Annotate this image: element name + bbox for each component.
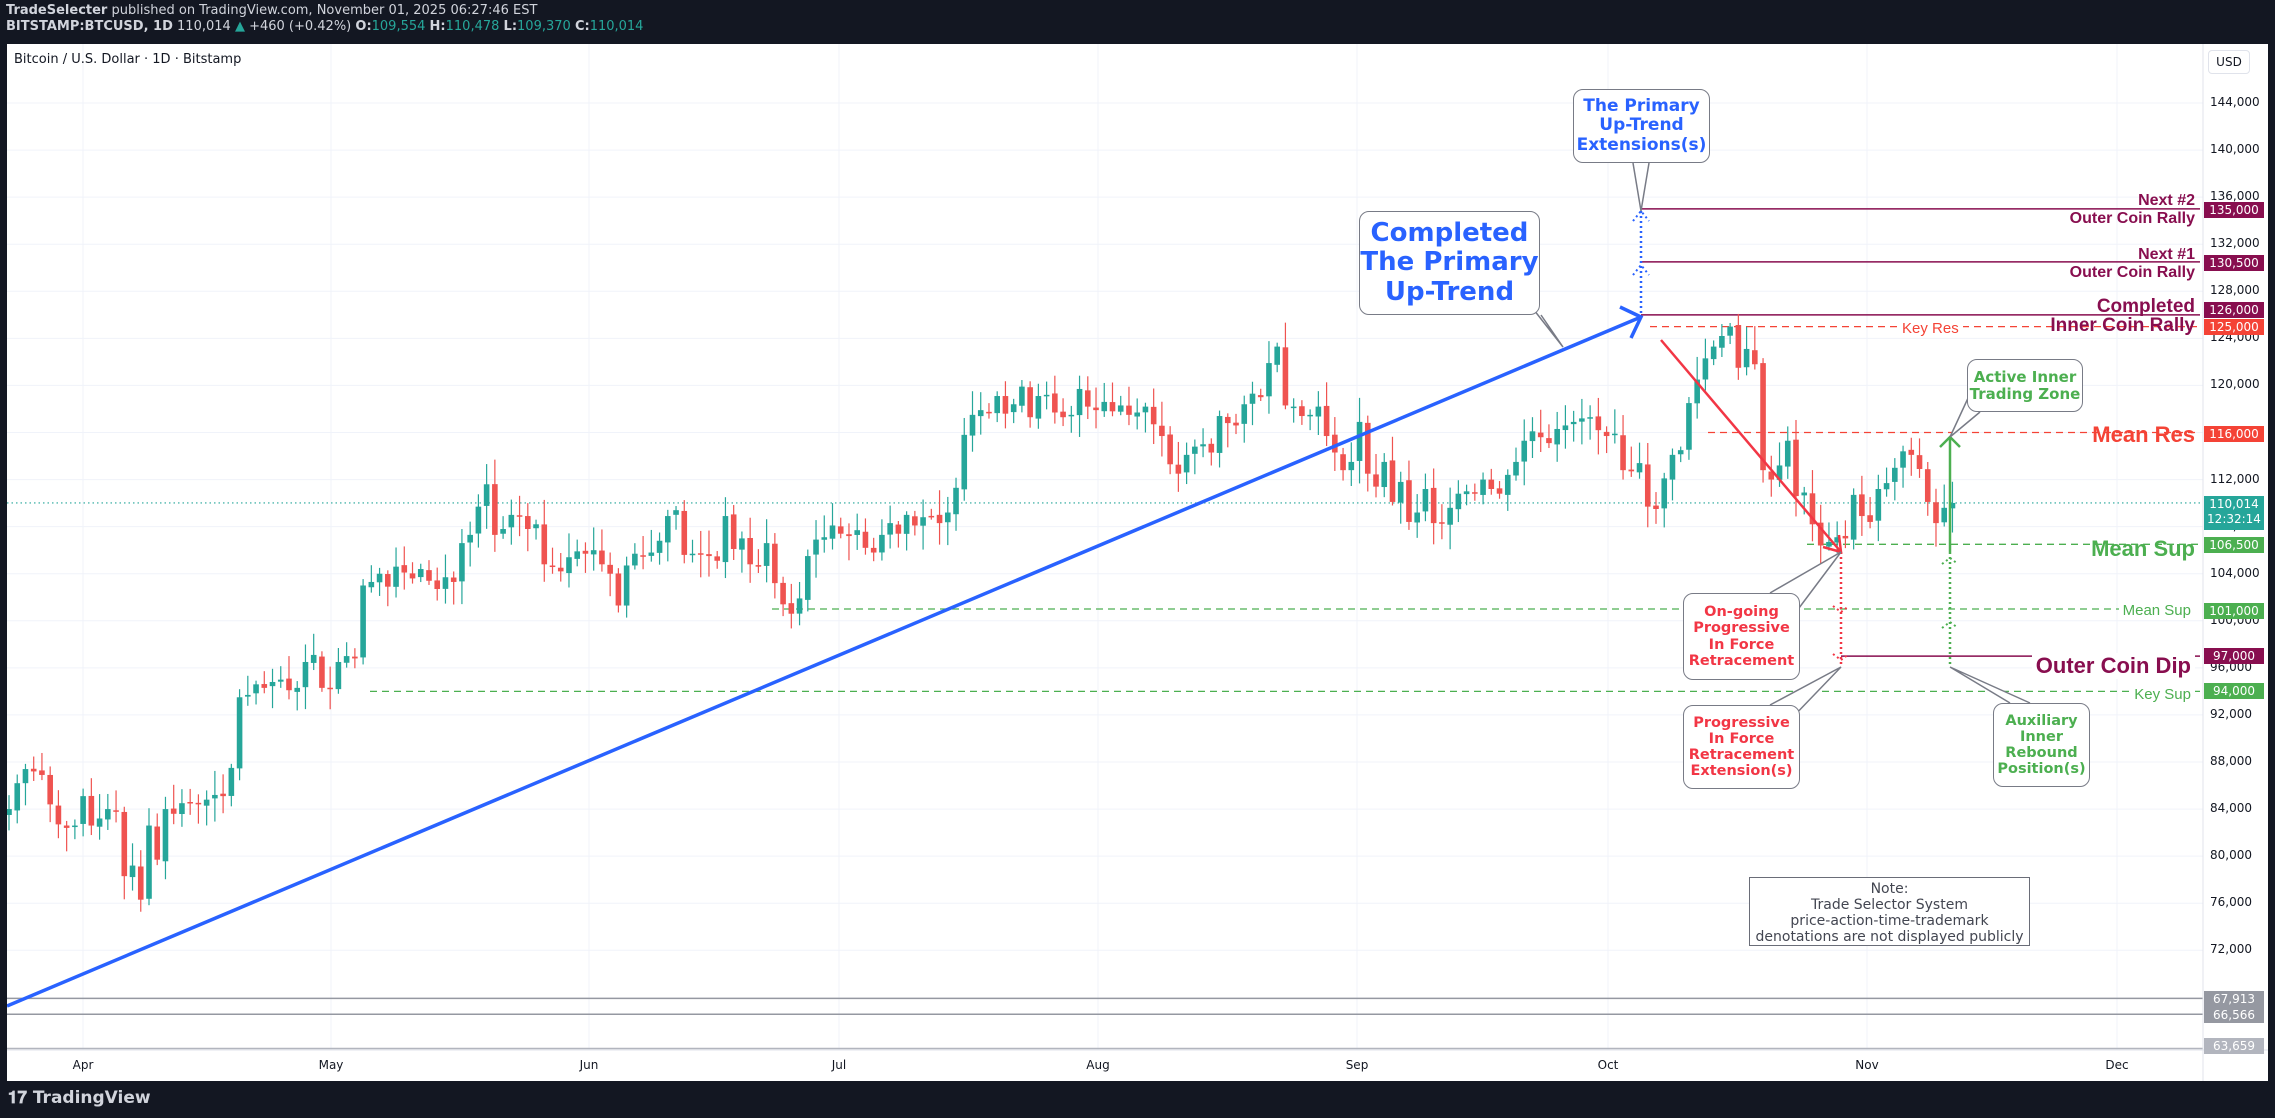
publish-info: TradeSelecter published on TradingView.c…: [6, 3, 537, 18]
mean-sup-major-label: Mean Sup: [2091, 536, 2195, 561]
price-tick: 104,000: [2210, 565, 2260, 580]
low-value: 109,370: [517, 19, 571, 34]
month-tick: Aug: [1086, 1058, 1110, 1072]
bar-countdown: 12:32:14: [2207, 512, 2261, 526]
price-tag-94000: 94,000: [2204, 683, 2264, 699]
price-tick: 132,000: [2210, 236, 2260, 251]
price-tag-130500: 130,500: [2204, 255, 2264, 271]
high-value: 110,478: [445, 19, 500, 34]
month-tick: Apr: [72, 1058, 94, 1072]
note-title: Note:: [1870, 881, 1909, 897]
price-tag-66566: 66,566: [2204, 1007, 2264, 1023]
price-tick: 128,000: [2210, 283, 2260, 298]
price-tag-97000: 97,000: [2204, 648, 2264, 664]
month-tick: Jul: [831, 1058, 847, 1072]
month-tick: Jun: [579, 1058, 599, 1072]
note-box: Note: Trade Selector System price-action…: [1749, 877, 2030, 946]
next2-label: Next #2 Outer Coin Rally: [2069, 192, 2195, 227]
month-tick: Dec: [2105, 1058, 2129, 1072]
open-value: 109,554: [371, 19, 426, 34]
price-tag-101000: 101,000: [2204, 603, 2264, 619]
price-tick: 92,000: [2210, 706, 2252, 721]
completed-inner-rally-label: Completed Inner Coin Rally: [2050, 296, 2195, 336]
callout-retracement-extensions: Progressive In Force Retracement Extensi…: [1683, 705, 1800, 789]
price-tag-126000: 126,000: [2204, 302, 2264, 318]
price-tag-135000: 135,000: [2204, 202, 2264, 218]
mean-sup-minor-label: Mean Sup: [2118, 602, 2195, 619]
note-line: denotations are not displayed publicly: [1755, 929, 2024, 946]
month-tick: Oct: [1597, 1058, 1619, 1072]
last-price-tag: 110,014 12:32:14: [2204, 496, 2264, 530]
last-price: 110,014: [177, 19, 231, 34]
up-triangle-icon: ▲: [234, 19, 245, 34]
tradingview-logo[interactable]: 𝟏𝟕 TradingView: [8, 1088, 151, 1108]
price-tag-125000: 125,000: [2204, 319, 2264, 335]
price-tick: 80,000: [2210, 848, 2252, 863]
month-tick: Sep: [1345, 1058, 1369, 1072]
callout-uptrend-extensions: The Primary Up-Trend Extensions(s): [1573, 89, 1710, 163]
next1-label: Next #1 Outer Coin Rally: [2069, 246, 2195, 281]
open-label: O:: [355, 19, 372, 34]
low-label: L:: [503, 19, 518, 34]
month-tick: Nov: [1855, 1058, 1879, 1072]
price-tick: 72,000: [2210, 942, 2252, 957]
price-tick: 76,000: [2210, 895, 2252, 910]
price-tick: 144,000: [2210, 95, 2260, 109]
key-sup-label: Key Sup: [2130, 686, 2195, 703]
price-tick: 140,000: [2210, 142, 2260, 157]
callout-completed-primary-uptrend: Completed The Primary Up-Trend: [1359, 211, 1540, 315]
publisher-name[interactable]: TradeSelecter: [6, 3, 108, 18]
price-tick: 84,000: [2210, 801, 2252, 816]
published-text: published on TradingView.com, November 0…: [111, 3, 538, 18]
key-res-label: Key Res: [1898, 320, 1963, 337]
symbol: BITSTAMP:BTCUSD, 1D: [6, 19, 173, 34]
callout-active-inner-trading-zone: Active Inner Trading Zone: [1967, 359, 2083, 412]
price-tag-67913: 67,913: [2204, 991, 2264, 1007]
callout-auxiliary-rebound: Auxiliary Inner Rebound Position(s): [1993, 703, 2090, 787]
price-tag-116000: 116,000: [2204, 426, 2264, 442]
chart-title: Bitcoin / U.S. Dollar · 1D · Bitstamp: [14, 52, 242, 67]
callout-ongoing-retracement: On-going Progressive In Force Retracemen…: [1683, 593, 1800, 680]
price-tag-63659: 63,659: [2204, 1038, 2264, 1054]
tv-logo-icon: 𝟏𝟕: [8, 1088, 33, 1108]
month-tick: May: [318, 1058, 344, 1072]
price-tick: 120,000: [2210, 377, 2260, 392]
currency-button[interactable]: USD: [2208, 50, 2250, 74]
price-tick: 136,000: [2210, 189, 2260, 204]
close-value: 110,014: [589, 19, 644, 34]
price-tag-106500: 106,500: [2204, 537, 2264, 553]
symbol-info: BITSTAMP:BTCUSD, 1D 110,014 ▲ +460 (+0.4…: [6, 19, 643, 34]
mean-res-label: Mean Res: [2092, 422, 2195, 447]
price-change: +460 (+0.42%): [249, 19, 352, 34]
note-line: price-action-time-trademark: [1790, 913, 1989, 930]
price-tick: 88,000: [2210, 754, 2252, 768]
outer-coin-dip-label: Outer Coin Dip: [2031, 653, 2195, 679]
close-label: C:: [574, 19, 590, 34]
high-label: H:: [429, 19, 446, 34]
note-line: Trade Selector System: [1811, 897, 1968, 914]
price-tick: 112,000: [2210, 471, 2260, 486]
